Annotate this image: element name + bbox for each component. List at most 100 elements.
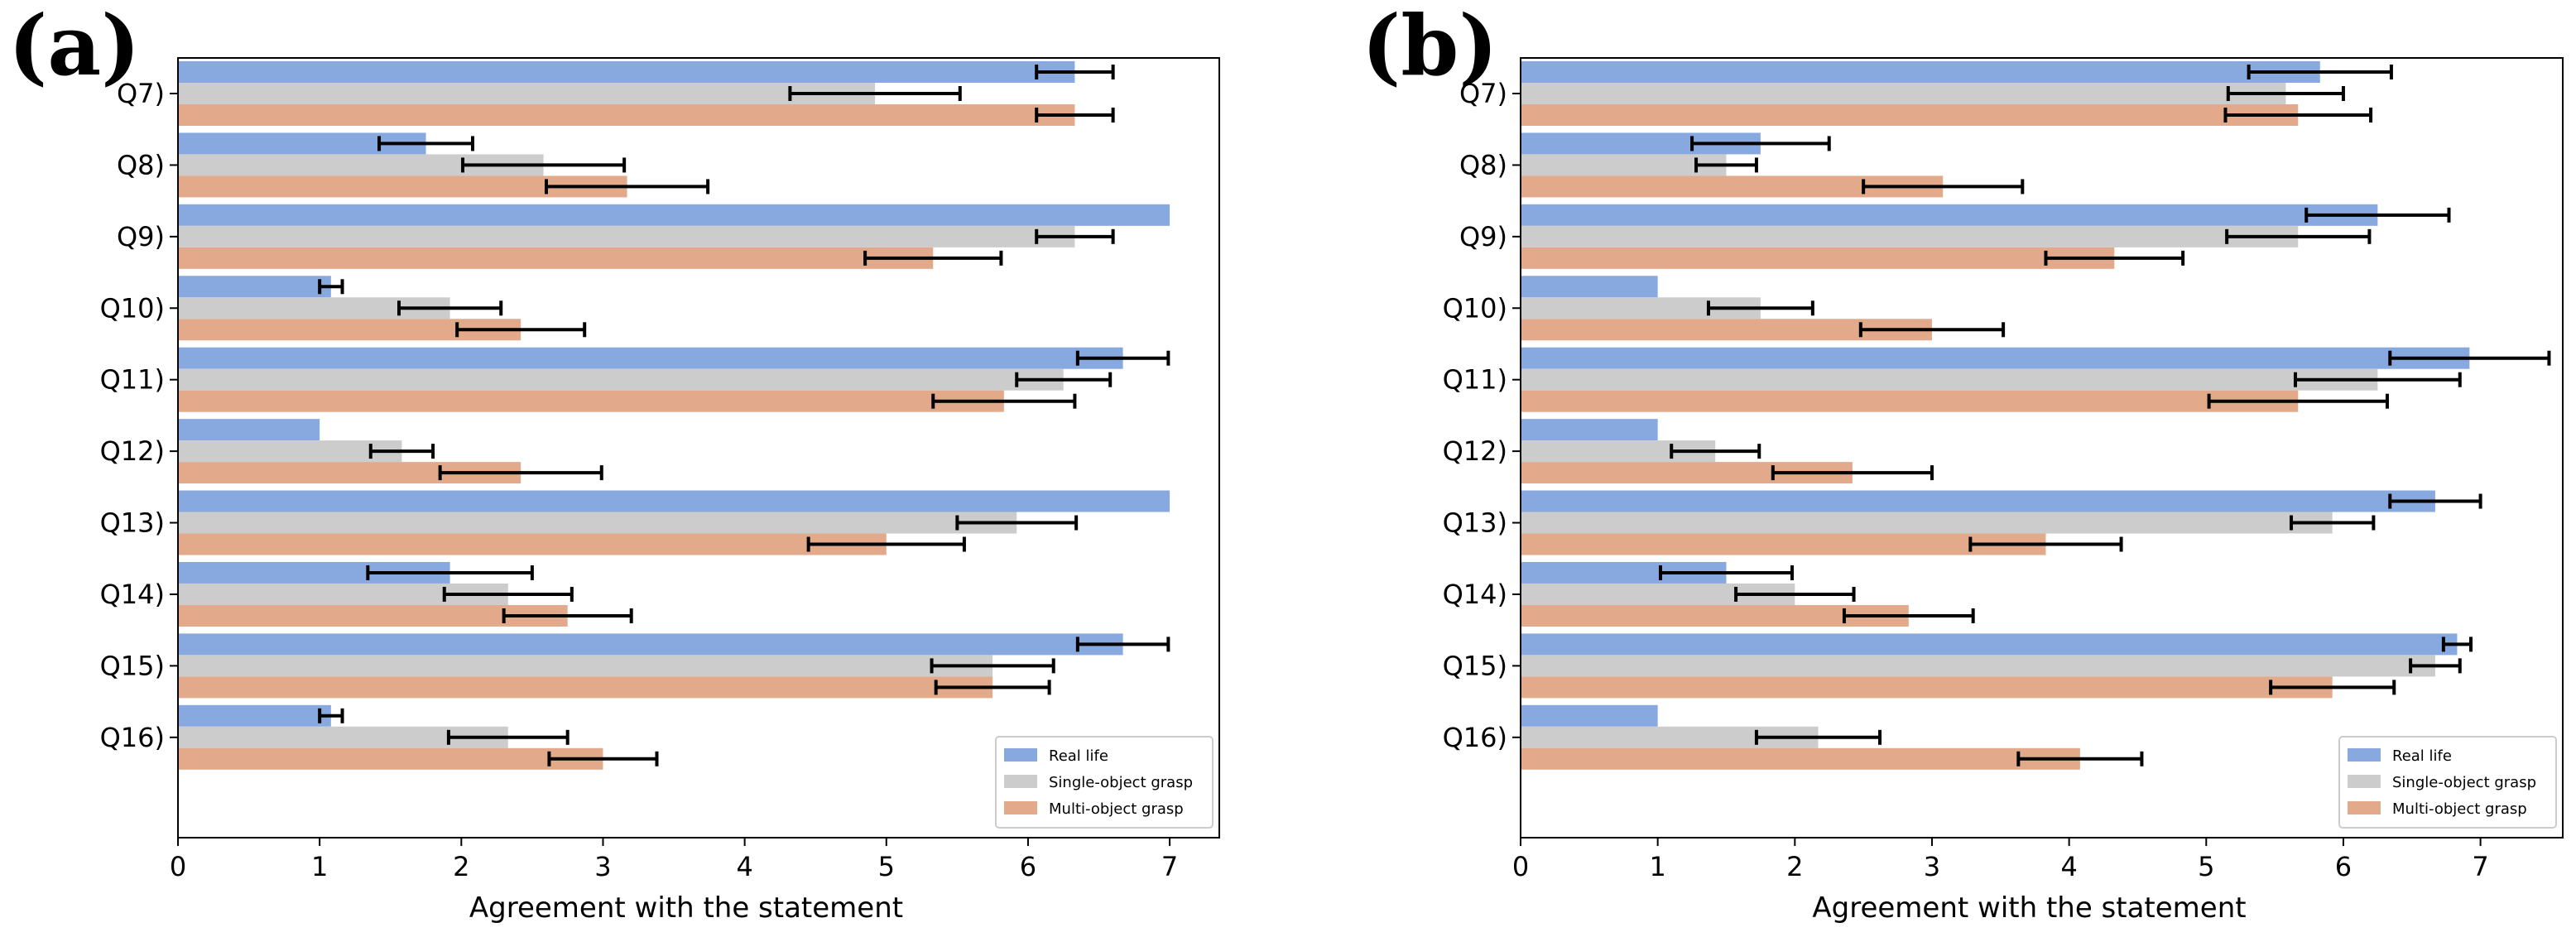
error-bar bbox=[863, 250, 1003, 266]
bar-multi-object-grasp-q11 bbox=[178, 390, 1004, 412]
legend-box bbox=[2338, 736, 2557, 829]
y-tick-label: Q10) bbox=[1443, 292, 1507, 324]
error-bar bbox=[1670, 444, 1761, 459]
x-tick-label: 1 bbox=[1649, 851, 1665, 882]
error-bar bbox=[1862, 179, 2025, 195]
error-bar bbox=[442, 586, 574, 602]
bar-real-life-q10 bbox=[1521, 276, 1658, 298]
bar-single-object-grasp-q12 bbox=[178, 440, 402, 463]
bar-multi-object-grasp-q9 bbox=[178, 247, 934, 269]
x-tick-label: 6 bbox=[2335, 851, 2352, 882]
error-bar bbox=[930, 658, 1055, 674]
legend-label: Single-object grasp bbox=[2392, 774, 2536, 791]
error-bar bbox=[547, 751, 659, 766]
error-bar bbox=[2247, 65, 2393, 79]
error-bar bbox=[1690, 136, 1831, 151]
y-tick-label: Q10) bbox=[100, 292, 165, 324]
x-tick-label: 1 bbox=[311, 851, 328, 882]
error-bar bbox=[788, 86, 962, 101]
error-bar bbox=[545, 179, 710, 195]
bar-multi-object-grasp-q15 bbox=[178, 676, 993, 699]
error-bar bbox=[1706, 300, 1814, 316]
bar-single-object-grasp-q8 bbox=[1521, 154, 1727, 176]
x-tick-label: 7 bbox=[2472, 851, 2488, 882]
bar-real-life-q16 bbox=[1521, 704, 1658, 727]
bar-real-life-q10 bbox=[178, 276, 331, 298]
error-bar bbox=[1968, 536, 2123, 552]
bar-real-life-q16 bbox=[178, 704, 331, 727]
error-bar bbox=[1075, 637, 1170, 652]
x-tick-label: 5 bbox=[2198, 851, 2214, 882]
x-tick-label: 4 bbox=[2060, 851, 2077, 882]
legend-swatch bbox=[2348, 775, 2381, 788]
bar-single-object-grasp-q11 bbox=[1521, 368, 2378, 391]
y-tick-label: Q12) bbox=[100, 435, 165, 467]
y-tick-label: Q13) bbox=[100, 507, 165, 539]
error-bar bbox=[1035, 108, 1115, 123]
x-axis-title: Agreement with the statement bbox=[1812, 891, 2246, 925]
bar-real-life-q12 bbox=[178, 419, 320, 441]
y-tick-label: Q13) bbox=[1443, 507, 1507, 539]
bar-single-object-grasp-q11 bbox=[178, 368, 1064, 391]
error-bar bbox=[2409, 658, 2462, 674]
error-bar bbox=[1015, 372, 1113, 387]
legend-box bbox=[995, 736, 1214, 829]
error-bar bbox=[1754, 729, 1882, 745]
legend-label: Multi-object grasp bbox=[1049, 800, 1184, 818]
bar-single-object-grasp-q15 bbox=[178, 655, 993, 677]
bar-real-life-q13 bbox=[178, 490, 1170, 512]
y-tick-label: Q7) bbox=[1459, 78, 1507, 109]
y-tick-label: Q16) bbox=[100, 722, 165, 753]
bar-multi-object-grasp-q7 bbox=[1521, 104, 2299, 126]
x-tick-label: 2 bbox=[453, 851, 469, 882]
y-tick-label: Q11) bbox=[100, 364, 165, 396]
error-bar bbox=[2225, 228, 2372, 244]
y-tick-label: Q12) bbox=[1443, 435, 1507, 467]
error-bar bbox=[2388, 350, 2551, 366]
error-bar bbox=[438, 465, 603, 481]
y-tick-label: Q14) bbox=[100, 579, 165, 610]
bar-real-life-q11 bbox=[1521, 347, 2470, 369]
x-tick-label: 6 bbox=[1020, 851, 1036, 882]
plot-frame bbox=[1520, 57, 2564, 838]
bar-single-object-grasp-q13 bbox=[1521, 512, 2333, 534]
y-tick-label: Q16) bbox=[1443, 722, 1507, 753]
y-tick-label: Q14) bbox=[1443, 579, 1507, 610]
error-bar bbox=[1075, 350, 1170, 366]
error-bar bbox=[2226, 86, 2345, 101]
y-tick-label: Q11) bbox=[1443, 364, 1507, 396]
legend-swatch bbox=[2348, 801, 2381, 814]
bar-multi-object-grasp-q11 bbox=[1521, 390, 2299, 412]
error-bar bbox=[318, 279, 344, 295]
error-bar bbox=[2016, 751, 2144, 766]
x-tick-label: 4 bbox=[736, 851, 752, 882]
bar-multi-object-grasp-q15 bbox=[1521, 676, 2333, 699]
error-bar bbox=[397, 300, 503, 316]
legend-label: Real life bbox=[1049, 747, 1108, 765]
bar-real-life-q9 bbox=[1521, 204, 2378, 226]
bar-multi-object-grasp-q16 bbox=[178, 747, 603, 770]
error-bar bbox=[2207, 393, 2389, 409]
x-tick-label: 3 bbox=[1924, 851, 1940, 882]
bar-single-object-grasp-q9 bbox=[1521, 225, 2299, 247]
legend-swatch bbox=[1004, 775, 1037, 788]
error-bar bbox=[446, 729, 570, 745]
bar-single-object-grasp-q15 bbox=[1521, 655, 2435, 677]
y-tick-label: Q8) bbox=[117, 149, 165, 180]
chart-panel-b: (b)Q7) Q8) Q9) Q10) Q11) Q12) Q13) Q14) Q15) Q16)… bbox=[1362, 0, 2564, 925]
bar-single-object-grasp-q7 bbox=[178, 83, 876, 104]
bar-multi-object-grasp-q13 bbox=[1521, 533, 2046, 555]
y-tick-label: Q15) bbox=[1443, 650, 1507, 681]
bar-real-life-q11 bbox=[178, 347, 1123, 369]
bar-multi-object-grasp-q13 bbox=[178, 533, 887, 555]
error-bar bbox=[2388, 493, 2482, 509]
error-bar bbox=[461, 157, 627, 173]
y-tick-label: Q15) bbox=[100, 650, 165, 681]
error-bar bbox=[2293, 372, 2462, 387]
legend-label: Real life bbox=[2392, 747, 2452, 765]
x-tick-label: 0 bbox=[170, 851, 186, 882]
error-bar bbox=[2289, 515, 2376, 531]
bar-real-life-q12 bbox=[1521, 419, 1658, 441]
bar-multi-object-grasp-q9 bbox=[1521, 247, 2115, 269]
